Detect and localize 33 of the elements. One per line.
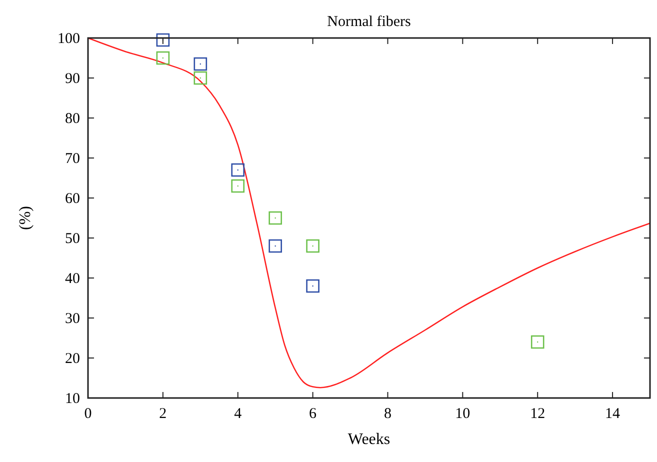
x-tick-label: 10: [455, 406, 470, 422]
y-tick-label: 30: [65, 311, 80, 327]
y-tick-label: 80: [65, 111, 80, 127]
point: [231, 179, 245, 193]
x-tick-label: 4: [234, 406, 242, 422]
x-tick-label: 12: [530, 406, 546, 422]
y-tick-label: 90: [65, 71, 80, 87]
point: [306, 279, 320, 293]
point: [194, 71, 208, 85]
point: [268, 239, 282, 253]
chart-title: Normal fibers: [327, 14, 412, 30]
x-tick-label: 6: [309, 406, 318, 422]
y-tick-label: 50: [65, 231, 80, 247]
y-tick-label: 100: [58, 31, 80, 47]
point: [306, 239, 320, 253]
y-tick-label: 10: [65, 391, 80, 407]
y-tick-label: 40: [65, 271, 80, 287]
point: [530, 335, 544, 349]
line-series: [87, 37, 651, 388]
x-axis-title: Weeks: [348, 431, 390, 448]
x-tick-label: 8: [384, 406, 392, 422]
x-tick-label: 2: [159, 406, 167, 422]
point: [194, 57, 208, 71]
point: [156, 33, 170, 47]
y-tick-label: 60: [65, 191, 80, 207]
point: [156, 51, 170, 65]
y-tick-label: 70: [65, 151, 80, 167]
x-tick-label: 0: [84, 406, 92, 422]
point: [268, 211, 282, 225]
point: [231, 163, 245, 177]
y-tick-label: 20: [65, 351, 80, 367]
y-axis-title: (%): [17, 206, 34, 230]
x-tick-label: 14: [605, 406, 621, 422]
